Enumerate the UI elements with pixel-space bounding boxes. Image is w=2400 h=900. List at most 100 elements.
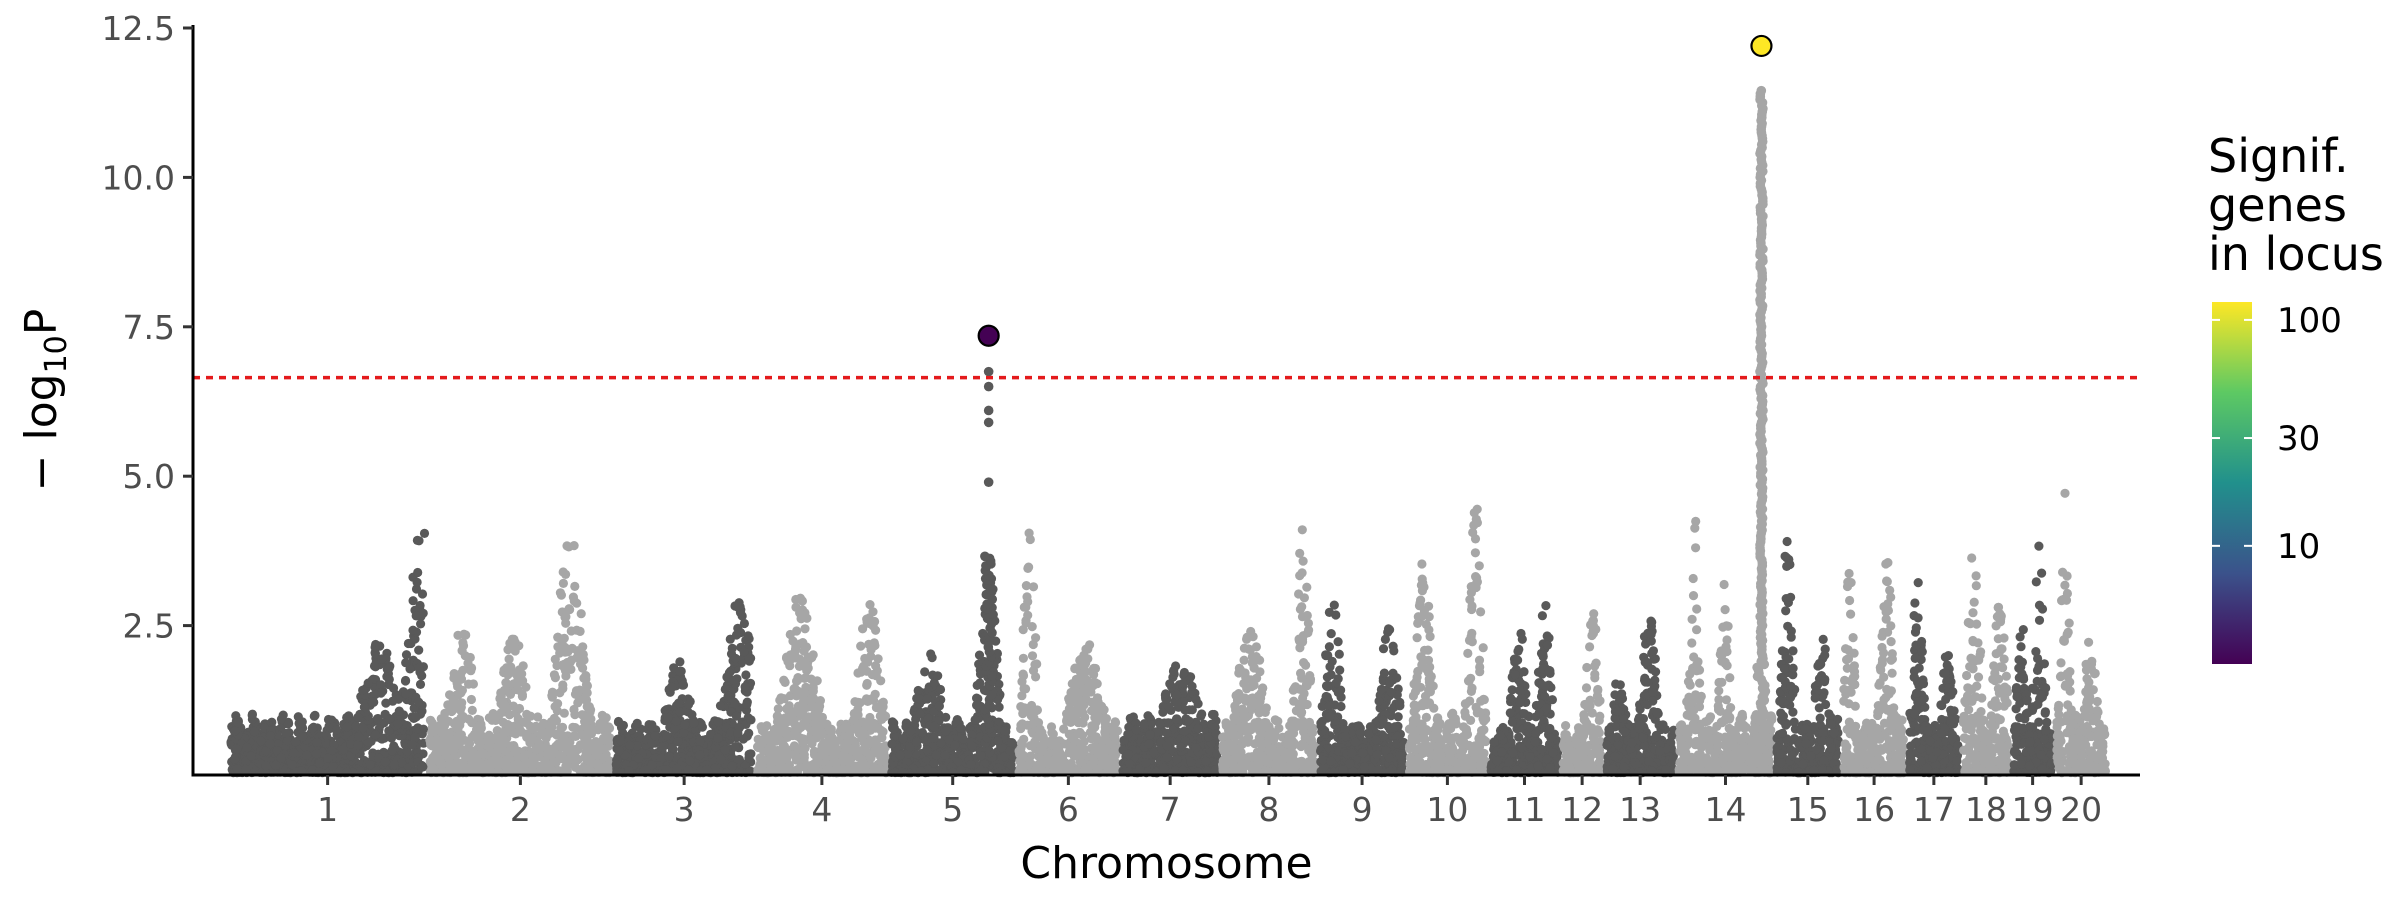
data-point [232,744,242,754]
data-point [1007,738,1017,748]
data-point [870,689,880,699]
data-point [464,714,474,724]
data-point [1093,713,1103,723]
data-point [1161,689,1171,699]
data-point [246,751,256,761]
data-point [794,661,805,672]
data-point [1031,633,1041,643]
data-point [265,731,276,741]
data-point [466,666,476,676]
data-point [800,624,810,634]
data-point [484,742,494,752]
data-point [1024,562,1034,572]
data-point [1180,705,1190,715]
data-point [844,757,854,767]
chromosome-5-points [887,553,1019,778]
data-point [736,628,746,638]
data-point [913,685,923,696]
data-point [1145,730,1155,740]
data-point [810,719,820,729]
data-point [974,650,985,660]
data-point [802,613,812,623]
data-point [401,689,411,699]
data-point [1162,752,1172,763]
data-point [1207,709,1218,720]
data-point [812,676,822,686]
data-point [467,705,477,716]
data-point [233,718,243,728]
data-point [566,664,576,675]
chromosome-6-points [1014,528,1123,778]
data-point [838,723,849,734]
data-point [861,694,872,704]
data-point [493,760,503,770]
data-point [578,731,589,741]
data-point [459,629,469,639]
data-point [505,689,516,700]
data-point [1171,661,1181,671]
data-point [675,666,685,677]
data-point [281,728,291,738]
data-point [388,696,398,706]
data-point [503,753,514,764]
data-point [503,645,513,655]
data-point [647,760,657,770]
data-point [970,715,980,725]
data-point [678,680,688,690]
data-point [353,740,363,750]
data-point [579,694,589,705]
data-point [552,706,562,716]
data-point [1105,762,1115,773]
data-point [1089,742,1099,752]
data-point [799,750,809,760]
data-point [787,730,798,741]
data-point [856,641,866,651]
data-point [1076,654,1086,664]
data-point [726,727,736,737]
data-point [437,740,447,750]
data-point [510,637,520,647]
data-point [385,714,395,725]
data-point [560,642,570,652]
data-point [934,701,945,711]
data-point [377,734,387,744]
data-point [566,626,576,636]
data-point [453,681,463,692]
data-point [877,733,887,743]
data-point [776,693,786,703]
data-point [439,721,450,731]
data-point [265,739,275,749]
data-point [675,707,685,717]
data-point [312,737,322,748]
data-point [419,528,430,539]
data-point [309,711,319,721]
data-point [417,589,428,599]
data-point [411,712,421,722]
data-point [1079,737,1089,747]
data-point [522,732,532,742]
data-point [956,765,966,775]
data-point [358,723,368,733]
data-point [448,697,458,707]
data-point [553,642,563,652]
data-point [561,569,571,580]
data-point [501,678,511,688]
data-point [401,658,411,668]
data-point [1092,679,1102,689]
data-point [1063,710,1074,720]
data-point [680,720,690,730]
data-point [1016,724,1026,734]
data-point [1155,719,1165,729]
data-point [1027,622,1037,632]
data-point [1075,727,1085,737]
data-point [513,685,523,695]
data-point [241,764,251,774]
data-point [1109,732,1119,742]
data-point [868,607,878,617]
data-point [813,758,823,768]
data-point [1123,729,1133,739]
data-point [346,739,356,749]
data-point [864,639,874,650]
data-point [859,661,869,671]
data-point [661,765,672,775]
